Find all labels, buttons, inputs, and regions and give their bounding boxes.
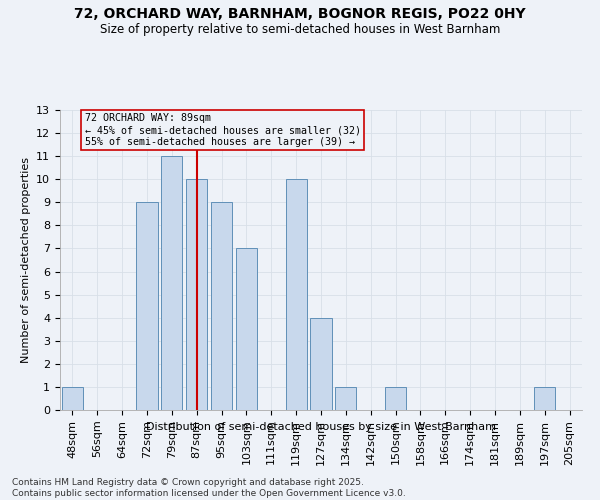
Bar (62, 387, 83, 410)
Bar (310, 318, 332, 410)
Bar (286, 179, 307, 410)
Bar (186, 179, 207, 410)
Bar (161, 156, 182, 410)
Bar (534, 387, 555, 410)
Text: Contains HM Land Registry data © Crown copyright and database right 2025.
Contai: Contains HM Land Registry data © Crown c… (12, 478, 406, 498)
Text: 72 ORCHARD WAY: 89sqm
← 45% of semi-detached houses are smaller (32)
55% of semi: 72 ORCHARD WAY: 89sqm ← 45% of semi-deta… (85, 114, 361, 146)
Text: Size of property relative to semi-detached houses in West Barnham: Size of property relative to semi-detach… (100, 22, 500, 36)
Bar (236, 248, 257, 410)
Bar (136, 202, 158, 410)
Bar (211, 202, 232, 410)
Bar (335, 387, 356, 410)
Text: Distribution of semi-detached houses by size in West Barnham: Distribution of semi-detached houses by … (146, 422, 496, 432)
Bar (385, 387, 406, 410)
Text: 72, ORCHARD WAY, BARNHAM, BOGNOR REGIS, PO22 0HY: 72, ORCHARD WAY, BARNHAM, BOGNOR REGIS, … (74, 8, 526, 22)
Y-axis label: Number of semi-detached properties: Number of semi-detached properties (20, 157, 31, 363)
